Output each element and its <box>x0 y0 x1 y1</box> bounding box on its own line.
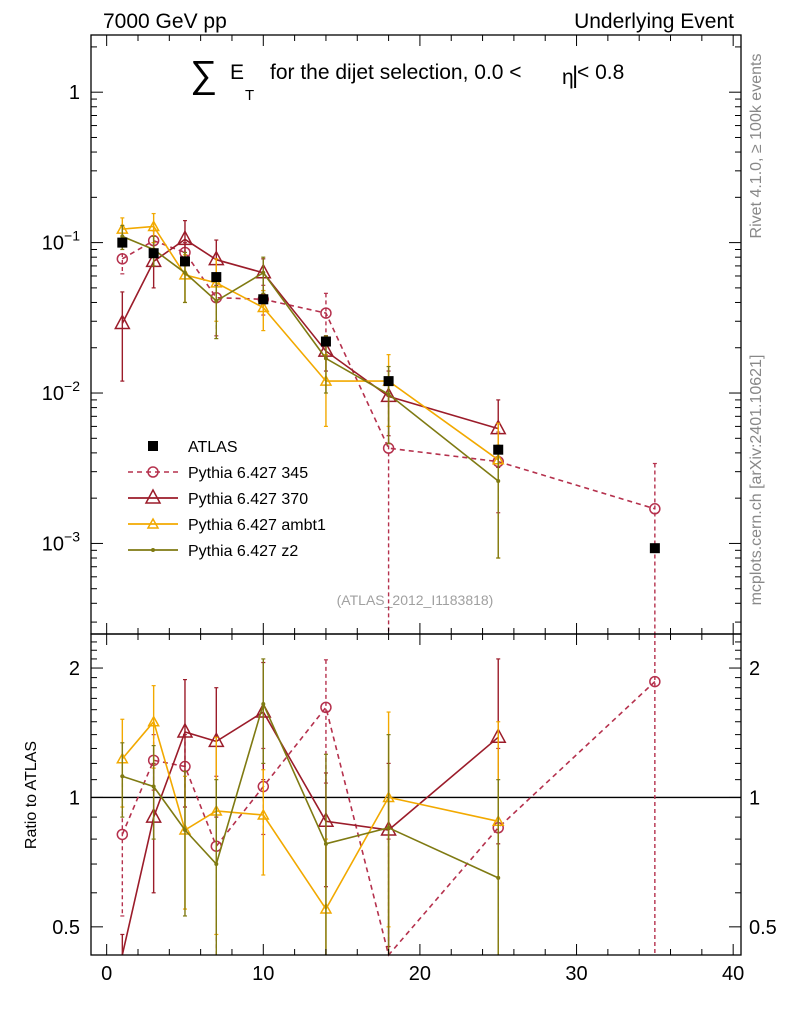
ratio-point-z2 <box>261 701 266 706</box>
legend-label-p370: Pythia 6.427 370 <box>188 491 308 508</box>
ratio-y-tick-label-right: 0.5 <box>749 917 777 939</box>
main-point-z2 <box>120 234 125 239</box>
main-point-atlas <box>493 444 504 455</box>
main-line-z2 <box>121 235 499 482</box>
ratio-plot-series <box>91 634 741 957</box>
x-tick-label: 10 <box>252 963 274 985</box>
main-point-z2 <box>323 356 328 361</box>
rivet-label: Rivet 4.1.0, ≥ 100k events <box>748 54 765 239</box>
main-y-tick-label: 10−1 <box>42 228 80 255</box>
main-point-z2 <box>182 270 187 275</box>
legend-label-ambt1: Pythia 6.427 ambt1 <box>188 517 326 534</box>
plot-title: ∑ E T for the dijet selection, 0.0 < η |… <box>190 54 624 104</box>
main-point-p345 <box>649 503 661 515</box>
ratio-y-tick-label-right: 1 <box>749 787 760 809</box>
ratio-point-z2 <box>386 825 391 830</box>
ratio-point-p345 <box>116 828 129 841</box>
ratio-y-tick-label-right: 2 <box>749 658 760 680</box>
main-point-p345 <box>320 307 332 319</box>
title-text: for the dijet selection, 0.0 < <box>270 61 522 84</box>
ratio-point-p345 <box>649 675 661 688</box>
title-abs-bar: | <box>572 62 578 89</box>
ratio-point-z2 <box>182 827 187 832</box>
main-point-atlas <box>117 237 128 248</box>
main-y-tick-label: 10−2 <box>42 378 80 405</box>
legend-entry-z2: Pythia 6.427 z2 <box>128 543 298 560</box>
ratio-line-z2 <box>122 701 499 879</box>
ratio-line-ambt1 <box>121 720 499 911</box>
main-point-atlas <box>649 543 660 554</box>
main-point-atlas <box>383 376 394 387</box>
main-y-tick-label: 10−3 <box>42 528 80 555</box>
main-point-z2 <box>261 270 266 275</box>
main-point-atlas <box>179 256 190 267</box>
main-series-z2 <box>120 224 501 559</box>
ratio-point-ambt1 <box>257 808 270 820</box>
main-point-ambt1 <box>257 301 270 313</box>
main-y-tick-label: 1 <box>69 82 80 104</box>
mcplots-label: mcplots.cern.ch [arXiv:2401.10621] <box>748 355 765 606</box>
legend-marker-z2 <box>151 548 155 552</box>
ratio-point-z2 <box>323 841 328 846</box>
x-tick-label: 20 <box>409 963 431 985</box>
legend-label-atlas: ATLAS <box>188 439 238 456</box>
main-plot-series <box>114 212 661 634</box>
main-point-z2 <box>496 479 501 484</box>
legend-entry-atlas: ATLAS <box>148 439 238 456</box>
ratio-point-z2 <box>151 784 156 789</box>
legend: ATLAS Pythia 6.427 345 Pythia 6.427 370 … <box>128 439 326 560</box>
header-right: Underlying Event <box>574 10 734 33</box>
ratio-y-tick-label-left: 2 <box>69 658 80 680</box>
title-range-end: < 0.8 <box>577 61 624 84</box>
ratio-point-p345 <box>320 701 332 714</box>
x-tick-label: 0 <box>101 963 112 985</box>
main-series-atlas <box>117 237 660 554</box>
title-t-subscript: T <box>245 87 254 104</box>
legend-marker-ambt1 <box>146 517 160 529</box>
main-line-ambt1 <box>122 225 499 461</box>
legend-entry-p370: Pythia 6.427 370 <box>128 488 308 508</box>
title-eta: η <box>562 66 574 89</box>
title-sum-symbol: ∑ <box>190 54 217 96</box>
analysis-id: (ATLAS_2012_I1183818) <box>337 592 494 608</box>
ratio-point-p370 <box>176 722 194 738</box>
main-point-ambt1 <box>147 219 160 232</box>
legend-marker-p345 <box>147 466 159 478</box>
ratio-axis-label: Ratio to ATLAS <box>23 741 40 849</box>
legend-entry-ambt1: Pythia 6.427 ambt1 <box>128 517 326 534</box>
legend-entry-p345: Pythia 6.427 345 <box>128 465 308 482</box>
main-point-atlas <box>258 294 269 305</box>
main-point-z2 <box>386 392 391 397</box>
main-point-atlas <box>148 248 159 259</box>
legend-marker-atlas <box>148 441 158 451</box>
ratio-point-ambt1 <box>147 715 160 727</box>
title-e-letter: E <box>230 61 244 84</box>
axes: 0 10 20 30 40 1 10−1 10−2 10−3 2 2 1 1 0.5 0.5 <box>42 34 777 985</box>
legend-label-z2: Pythia 6.427 z2 <box>188 543 298 560</box>
main-point-p345 <box>116 253 129 265</box>
ratio-point-z2 <box>214 862 219 867</box>
ratio-y-tick-label-left: 0.5 <box>52 917 80 939</box>
main-point-atlas <box>320 336 331 347</box>
ratio-point-z2 <box>496 875 501 880</box>
main-point-p370 <box>114 313 131 330</box>
main-point-atlas <box>211 272 222 283</box>
legend-marker-p370 <box>144 488 162 504</box>
header-left: 7000 GeV pp <box>103 10 227 33</box>
ratio-y-tick-label-left: 1 <box>69 787 80 809</box>
main-point-z2 <box>214 298 219 303</box>
ratio-line-p370 <box>121 710 499 956</box>
main-point-p370 <box>176 229 194 246</box>
ratio-plot-frame <box>90 633 742 956</box>
x-tick-label: 30 <box>565 963 587 985</box>
ratio-series-z2 <box>120 658 501 955</box>
x-tick-label: 40 <box>722 963 744 985</box>
legend-label-p345: Pythia 6.427 345 <box>188 465 308 482</box>
ratio-point-z2 <box>120 774 125 779</box>
